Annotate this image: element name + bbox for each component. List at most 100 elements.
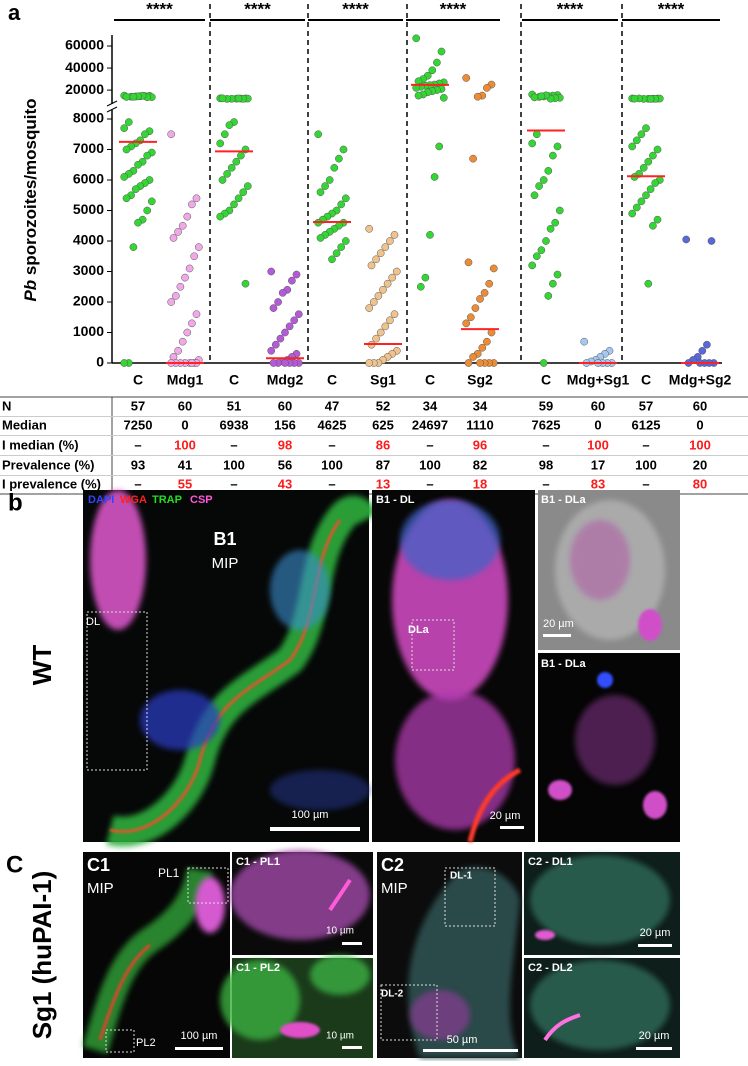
data-point	[129, 243, 138, 251]
data-point	[390, 310, 399, 319]
roi-box	[380, 984, 438, 1041]
tissue	[280, 1022, 320, 1038]
table-cell: 100	[689, 437, 711, 452]
data-point	[372, 255, 380, 264]
row-label: I median (%)	[2, 437, 79, 452]
image-label: C1 - PL2	[236, 962, 280, 974]
data-point	[653, 145, 662, 154]
data-point	[269, 359, 278, 367]
y-tick-label: 4000	[73, 232, 104, 248]
image-view: MIP	[87, 880, 114, 897]
significance-label: ****	[658, 0, 685, 18]
data-point	[281, 359, 289, 367]
y-tick-label: 20000	[65, 81, 104, 97]
table-cell: 0	[696, 417, 703, 432]
data-point	[580, 337, 589, 346]
data-point	[469, 154, 477, 163]
roi-label: DL	[86, 616, 100, 628]
significance-label: ****	[146, 0, 173, 18]
data-point	[274, 298, 282, 306]
data-point	[386, 316, 394, 325]
data-point	[147, 197, 156, 206]
tissue	[140, 690, 220, 750]
data-point	[325, 176, 334, 184]
roi-label: DLa	[408, 624, 430, 636]
table-cell: 156	[274, 417, 296, 432]
x-tick-label: C	[327, 372, 337, 388]
data-point	[426, 231, 434, 239]
x-tick-label: C	[641, 372, 651, 388]
table-cell: 34	[473, 398, 488, 413]
data-point	[294, 310, 303, 319]
image-view: MIP	[212, 555, 239, 572]
micrograph	[372, 490, 535, 843]
data-point	[120, 124, 129, 132]
table-cell: 87	[376, 457, 390, 472]
table-cell: 98	[539, 457, 553, 472]
table-cell: –	[134, 437, 141, 452]
x-tick-label: C	[229, 372, 239, 388]
data-point	[285, 322, 294, 331]
table-cell: 98	[278, 437, 292, 452]
table-cell: 52	[376, 398, 390, 413]
data-point	[271, 340, 280, 349]
roi-box	[187, 867, 229, 904]
tissue	[548, 780, 572, 800]
data-point	[225, 121, 234, 129]
tissue	[575, 695, 655, 785]
row-label: Median	[2, 417, 47, 432]
data-point	[178, 337, 187, 346]
data-point	[542, 237, 550, 245]
x-tick-label: Sg2	[467, 372, 493, 388]
data-point	[537, 92, 546, 101]
table-cell: 24697	[412, 417, 448, 432]
table-cell: 43	[278, 476, 292, 491]
data-point	[365, 359, 374, 367]
scale-label: 20 µm	[640, 927, 671, 939]
y-axis-title-rest: sporozoites/mosquito	[21, 98, 40, 275]
table-cell: 82	[473, 457, 487, 472]
data-point	[321, 182, 329, 190]
micrograph	[230, 850, 373, 955]
tissue	[270, 770, 370, 810]
table-cell: 17	[591, 457, 605, 472]
table-cell: –	[542, 476, 549, 491]
scale-label: 50 µm	[447, 1034, 478, 1046]
data-point	[383, 279, 392, 288]
tissue	[467, 767, 522, 843]
micrograph	[82, 852, 230, 1058]
x-tick-label: Mdg2	[267, 372, 304, 388]
data-point	[269, 304, 278, 312]
table-cell: 6938	[220, 417, 249, 432]
data-point	[414, 91, 423, 100]
scale-label: 100 µm	[181, 1030, 218, 1042]
data-point	[181, 273, 189, 282]
table-cell: –	[642, 476, 649, 491]
data-point	[539, 359, 548, 367]
x-tick-label: Sg1	[370, 372, 396, 388]
image-view: MIP	[381, 880, 408, 897]
data-point	[528, 139, 537, 148]
table-cell: 34	[423, 398, 438, 413]
axis-break	[106, 100, 118, 107]
scale-bar	[636, 1047, 672, 1050]
tissue	[535, 930, 555, 940]
data-point	[143, 151, 152, 160]
data-point	[232, 157, 241, 166]
table-cell: –	[426, 437, 433, 452]
data-point	[532, 252, 541, 261]
data-point	[530, 191, 539, 200]
data-point	[372, 334, 380, 343]
table-cell: –	[328, 476, 335, 491]
data-point	[276, 334, 285, 343]
y-tick-label: 8000	[73, 110, 104, 126]
table-cell: –	[230, 476, 237, 491]
data-point	[122, 93, 131, 101]
data-point	[483, 84, 491, 92]
data-point	[473, 92, 482, 101]
data-point	[234, 94, 243, 103]
y-axis-title: Pb sporozoites/mosquito	[21, 98, 40, 301]
table-cell: 60	[278, 398, 292, 413]
data-point	[220, 130, 229, 139]
data-point	[178, 221, 187, 230]
